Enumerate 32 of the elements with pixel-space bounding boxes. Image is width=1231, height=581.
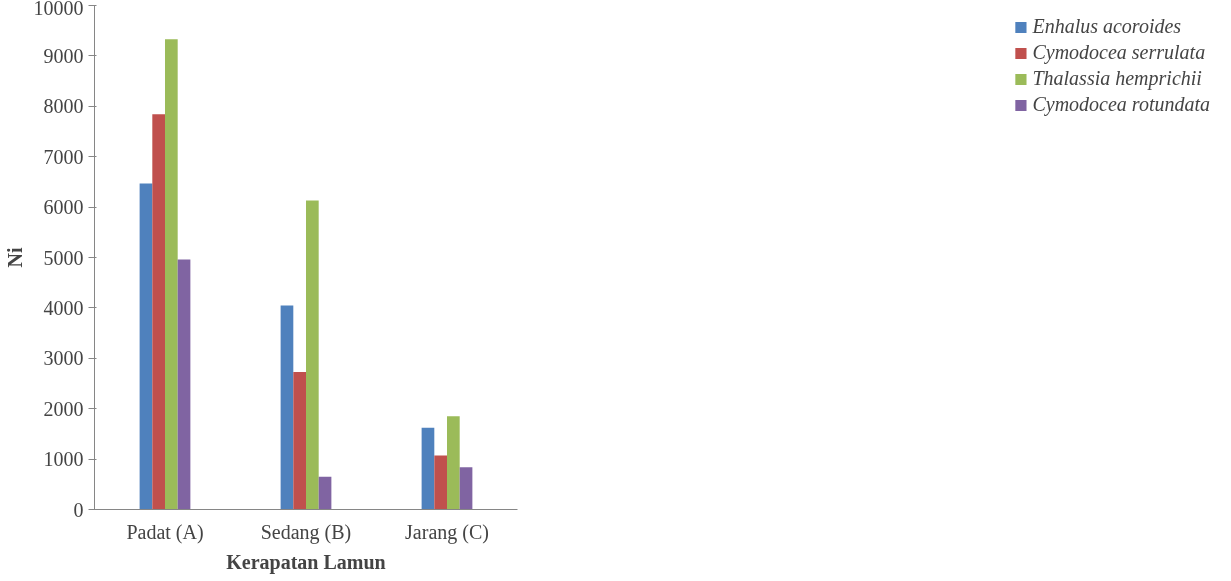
- bar: [293, 371, 306, 510]
- legend-label: Cymodocea rotundata: [1032, 93, 1210, 116]
- legend-label: Thalassia hemprichii: [1032, 67, 1202, 90]
- bar: [306, 200, 319, 510]
- y-tick-label: 3000: [43, 347, 84, 370]
- bar: [152, 114, 165, 510]
- x-tick-label: Jarang (C): [405, 520, 489, 544]
- bar: [421, 427, 435, 510]
- y-axis-title: Ni: [3, 247, 26, 268]
- bar: [280, 305, 294, 510]
- bar: [177, 259, 191, 510]
- y-tick-label: 7000: [43, 145, 84, 168]
- bar: [318, 476, 332, 510]
- bar: [139, 183, 153, 510]
- y-tick-label: 4000: [43, 296, 84, 319]
- legend-label: Enhalus acoroides: [1032, 15, 1182, 38]
- y-tick-label: 10000: [33, 0, 84, 19]
- y-tick-label: 9000: [43, 44, 84, 67]
- x-axis-title: Kerapatan Lamun: [226, 550, 386, 574]
- y-tick-label: 5000: [43, 246, 84, 269]
- y-tick-label: 2000: [43, 397, 84, 420]
- bar: [459, 467, 473, 510]
- bar: [447, 416, 460, 510]
- y-tick-label: 1000: [43, 448, 84, 471]
- x-tick-label: Sedang (B): [260, 520, 352, 544]
- bar: [165, 39, 178, 510]
- y-tick-label: 0: [73, 498, 84, 521]
- bar: [434, 455, 447, 510]
- y-tick-label: 8000: [43, 95, 84, 118]
- legend-label: Cymodocea serrulata: [1032, 41, 1206, 64]
- x-tick-label: Padat (A): [126, 520, 204, 544]
- y-tick-label: 6000: [43, 196, 84, 219]
